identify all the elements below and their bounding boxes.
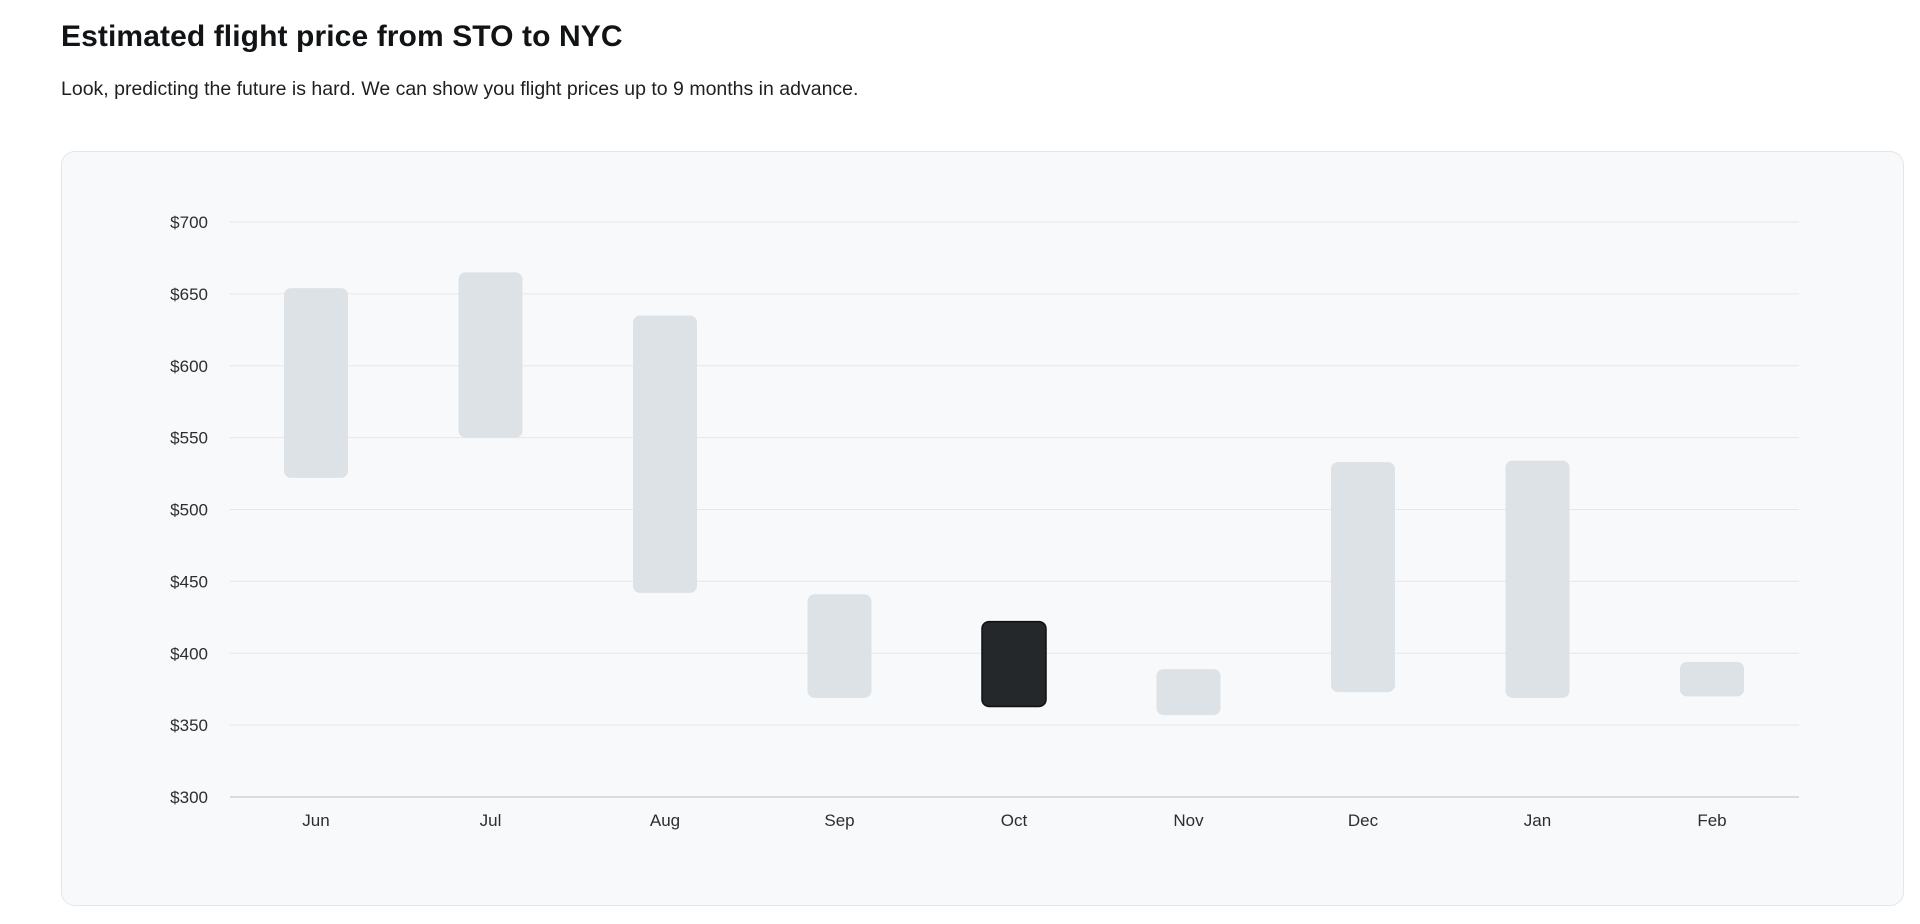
x-tick-label-oct: Oct xyxy=(1001,811,1028,830)
price-range-bar-feb[interactable] xyxy=(1680,661,1744,697)
price-range-bar-jan[interactable] xyxy=(1505,460,1570,698)
x-tick-label-jul: Jul xyxy=(480,811,502,830)
price-range-bar-aug[interactable] xyxy=(633,315,697,593)
y-tick-label: $300 xyxy=(170,788,208,807)
price-range-bar-jun[interactable] xyxy=(284,288,348,478)
x-tick-label-feb: Feb xyxy=(1697,811,1726,830)
x-tick-label-jun: Jun xyxy=(302,811,329,830)
y-axis-tick-labels: $700 $650 $600 $550 $500 $450 $400 $350 $300 xyxy=(170,213,208,807)
x-tick-label-sep: Sep xyxy=(824,811,854,830)
x-tick-label-dec: Dec xyxy=(1348,811,1379,830)
y-tick-label: $650 xyxy=(170,285,208,304)
x-tick-label-aug: Aug xyxy=(650,811,680,830)
price-range-bar-nov[interactable] xyxy=(1156,669,1221,716)
y-tick-label: $600 xyxy=(170,357,208,376)
price-range-bar-dec[interactable] xyxy=(1331,462,1395,693)
page-subtitle: Look, predicting the future is hard. We … xyxy=(61,78,859,100)
y-tick-label: $550 xyxy=(170,429,208,448)
y-tick-label: $500 xyxy=(170,501,208,520)
x-tick-label-nov: Nov xyxy=(1173,811,1204,830)
page-title: Estimated flight price from STO to NYC xyxy=(61,20,623,53)
price-range-bars xyxy=(284,272,1744,716)
y-tick-label: $400 xyxy=(170,644,208,663)
y-tick-label: $350 xyxy=(170,716,208,735)
x-axis-tick-labels: Jun Jul Aug Sep Oct Nov Dec Jan Feb xyxy=(302,811,1726,830)
y-tick-label: $700 xyxy=(170,213,208,232)
price-range-bar-sep[interactable] xyxy=(807,594,872,698)
y-tick-label: $450 xyxy=(170,572,208,591)
price-range-bar-oct[interactable] xyxy=(981,620,1047,708)
price-range-bar-jul[interactable] xyxy=(458,272,523,438)
price-chart-card: $700 $650 $600 $550 $500 $450 $400 $350 $300 Jun… xyxy=(61,151,1904,906)
x-tick-label-jan: Jan xyxy=(1524,811,1551,830)
price-range-chart: $700 $650 $600 $550 $500 $450 $400 $350 $300 Jun… xyxy=(170,213,1799,830)
